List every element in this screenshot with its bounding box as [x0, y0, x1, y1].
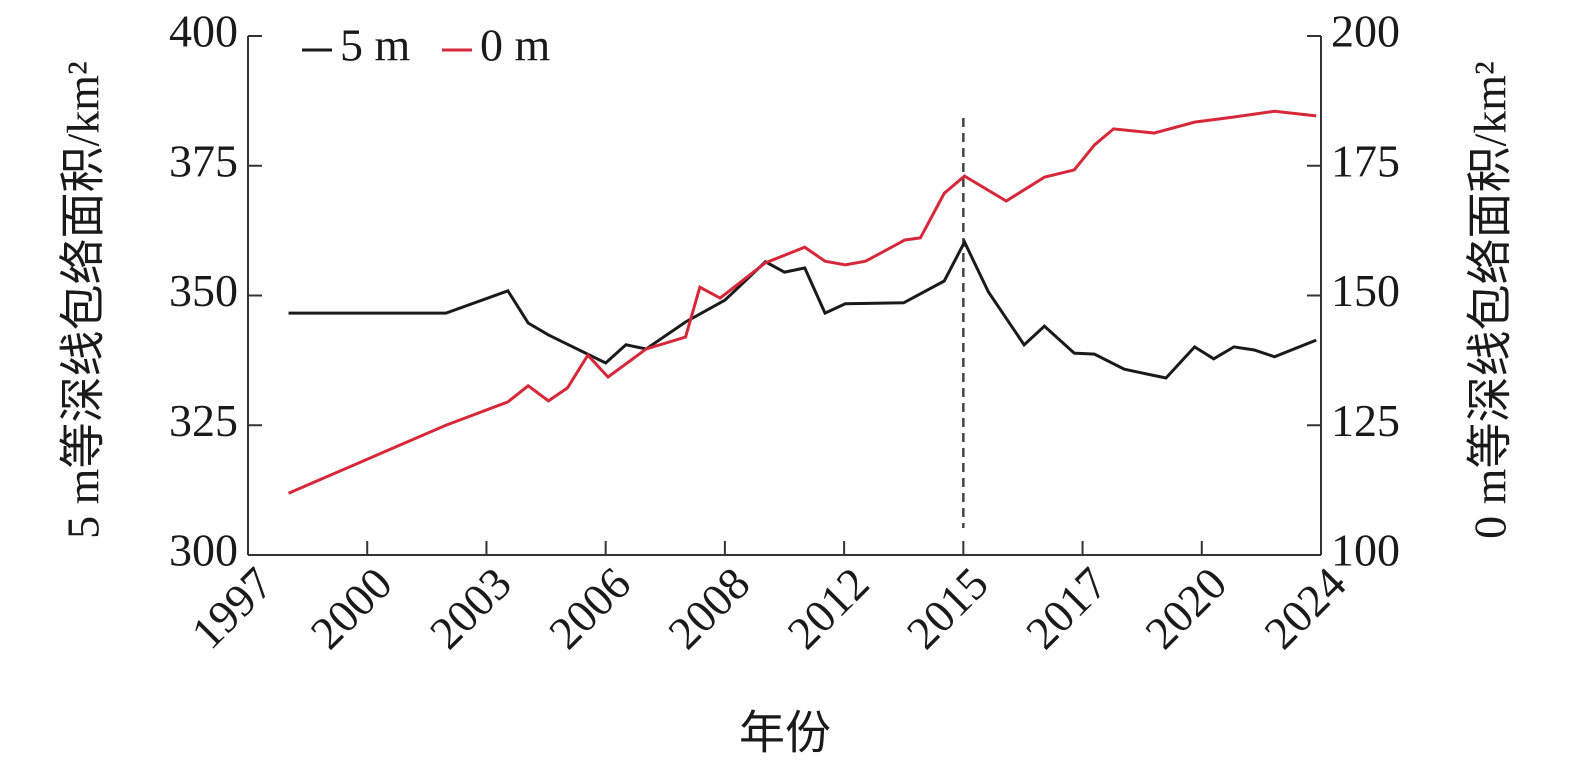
series-line — [287, 109, 1317, 495]
series-line — [288, 238, 1317, 380]
legend-label: 5 m — [340, 20, 411, 71]
y-tick-label: 400 — [169, 6, 238, 57]
x-tick-label: 2006 — [539, 557, 640, 658]
y2-axis-label: 0 m等深线包络面积/km² — [1465, 61, 1516, 539]
y2-tick-label: 100 — [1331, 525, 1400, 576]
y2-tick-label: 150 — [1331, 265, 1400, 316]
y-tick-label: 375 — [169, 135, 238, 186]
legend-label: 0 m — [480, 20, 551, 71]
y2-tick-label: 175 — [1331, 135, 1400, 186]
x-tick-label: 2015 — [897, 557, 998, 658]
y-tick-label: 300 — [169, 525, 238, 576]
x-tick-label: 2008 — [658, 557, 759, 658]
y-tick-label: 350 — [169, 265, 238, 316]
x-tick-label: 2000 — [301, 557, 402, 658]
y-axis-label: 5 m等深线包络面积/km² — [58, 61, 109, 539]
x-axis-label: 年份 — [739, 708, 831, 759]
y-tick-label: 325 — [169, 395, 238, 446]
y2-tick-label: 200 — [1331, 6, 1400, 57]
x-tick-label: 2012 — [778, 557, 879, 658]
x-tick-label: 2003 — [420, 557, 521, 658]
y2-tick-label: 125 — [1331, 395, 1400, 446]
x-tick-label: 2017 — [1016, 557, 1117, 658]
x-tick-label: 2020 — [1135, 557, 1236, 658]
